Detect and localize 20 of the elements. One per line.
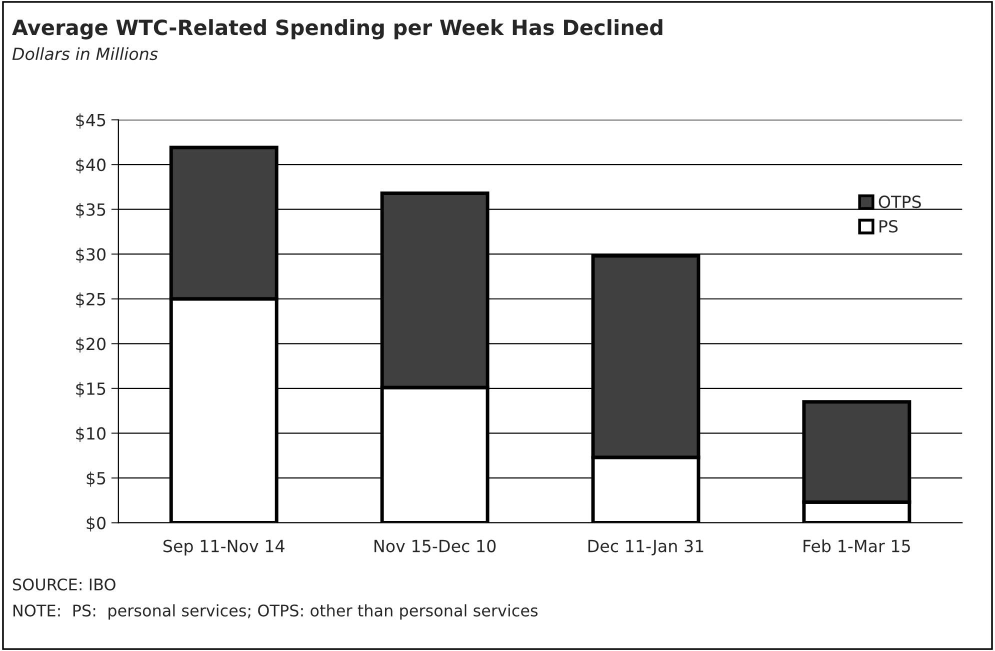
y-tick-label: $0 <box>86 516 106 532</box>
chart-title: Average WTC-Related Spending per Week Has Declined <box>12 19 662 40</box>
chart-subtitle: Dollars in Millions <box>12 47 158 60</box>
y-tick-label: $10 <box>76 426 106 442</box>
y-tick-label: $15 <box>76 382 106 398</box>
x-tick-label: Sep 11-Nov 14 <box>163 540 284 556</box>
y-tick-label: $40 <box>76 158 106 174</box>
y-tick-label: $45 <box>76 113 106 129</box>
y-tick-label: $5 <box>86 472 106 487</box>
text: NOTE: PS: personal services; OTPS: other than personal services <box>14 604 538 620</box>
source-note: SOURCE: IBO <box>12 578 116 591</box>
legend-label: PS <box>880 220 898 233</box>
legend-label: OTPS <box>878 196 921 208</box>
y-tick-label: $30 <box>76 248 106 263</box>
y-tick-label: $20 <box>76 337 106 352</box>
x-tick-label: Feb 1-Mar 15 <box>804 539 910 552</box>
x-tick-label: Dec 11-Jan 31 <box>588 540 704 556</box>
y-tick-label: $25 <box>76 292 106 308</box>
x-tick-label: Nov 15-Dec 10 <box>374 540 496 552</box>
y-tick-label: $35 <box>76 203 106 218</box>
